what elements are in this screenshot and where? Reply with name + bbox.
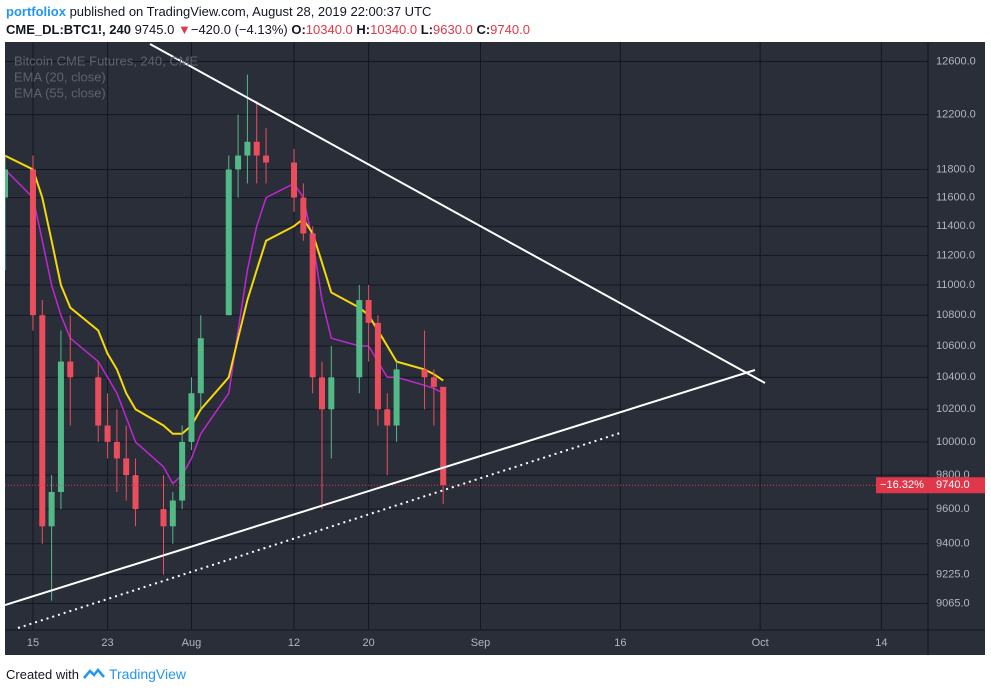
c: 9740.0 bbox=[490, 22, 530, 37]
candle-body bbox=[430, 377, 437, 387]
candle-body bbox=[393, 369, 400, 426]
candle-body bbox=[374, 322, 381, 410]
o: 10340.0 bbox=[305, 22, 353, 37]
legend-entry: EMA (55, close) bbox=[14, 85, 106, 100]
candle-body bbox=[318, 377, 325, 410]
l-label: L: bbox=[420, 22, 434, 37]
y-tick-label: 12200.0 bbox=[936, 108, 976, 120]
footer: Created with TradingView bbox=[6, 666, 186, 682]
candle-body bbox=[95, 377, 102, 426]
y-tick-label: 12600.0 bbox=[936, 55, 976, 67]
candle-body bbox=[160, 509, 167, 527]
x-tick-label: 15 bbox=[27, 637, 39, 649]
brand[interactable]: TradingView bbox=[108, 666, 187, 682]
symbol-line: CME_DL:BTC1!, 240 9745.0 ▼−420.0 (−4.13%… bbox=[6, 22, 530, 37]
candle-body bbox=[132, 475, 139, 510]
y-tick-label: 9400.0 bbox=[936, 538, 970, 550]
candle-body bbox=[225, 169, 232, 316]
y-tick-label: 11000.0 bbox=[936, 279, 975, 291]
candle-body bbox=[39, 315, 46, 527]
y-tick-label: 10800.0 bbox=[936, 309, 976, 321]
created-with: Created with bbox=[6, 666, 79, 682]
h-label: H: bbox=[356, 22, 371, 37]
candle-body bbox=[5, 169, 8, 198]
y-tick-label: 10000.0 bbox=[936, 436, 976, 448]
y-tick-label: 11200.0 bbox=[936, 249, 975, 261]
candle-body bbox=[421, 369, 428, 378]
x-tick-label: Sep bbox=[471, 637, 491, 649]
x-tick-label: 20 bbox=[362, 637, 374, 649]
candle-body bbox=[113, 441, 120, 459]
candle-body bbox=[188, 393, 195, 442]
x-tick-label: 14 bbox=[875, 637, 887, 649]
y-tick-label: 10400.0 bbox=[936, 371, 976, 383]
candle-body bbox=[179, 441, 186, 501]
change-box bbox=[876, 477, 928, 494]
x-tick-label: Oct bbox=[752, 637, 769, 649]
candle-body bbox=[309, 233, 316, 378]
trend-line bbox=[5, 369, 756, 606]
x-tick-label: Aug bbox=[182, 637, 202, 649]
candle-body bbox=[263, 155, 270, 163]
candle-body bbox=[300, 197, 307, 234]
h: 10340.0 bbox=[370, 22, 418, 37]
candle-body bbox=[169, 500, 176, 527]
candle-body bbox=[104, 425, 111, 442]
published: published on TradingView.com, August 28,… bbox=[69, 4, 432, 19]
candle-body bbox=[244, 141, 251, 156]
trend-lines bbox=[5, 43, 766, 629]
y-tick-label: 10600.0 bbox=[936, 340, 976, 352]
legend-entry: EMA (20, close) bbox=[14, 69, 106, 84]
arrow: ▼ bbox=[177, 22, 191, 37]
trend-line bbox=[149, 43, 766, 384]
logo bbox=[83, 668, 105, 679]
candle-body bbox=[253, 141, 260, 156]
price-box bbox=[928, 477, 985, 494]
candle-body bbox=[235, 155, 242, 170]
c-label: C: bbox=[476, 22, 491, 37]
y-tick-label: 11800.0 bbox=[936, 163, 975, 175]
candle-body bbox=[328, 377, 335, 410]
candle-body bbox=[365, 300, 372, 323]
y-tick-label: 9600.0 bbox=[936, 503, 970, 515]
o-label: O: bbox=[291, 22, 306, 37]
l: 9630.0 bbox=[433, 22, 473, 37]
x-tick-label: 12 bbox=[288, 637, 300, 649]
candle-body bbox=[197, 338, 204, 394]
candle-body bbox=[123, 458, 130, 476]
publish-line: portfoliox published on TradingView.com,… bbox=[6, 4, 431, 19]
y-tick-label: 9225.0 bbox=[936, 569, 970, 581]
author[interactable]: portfoliox bbox=[6, 4, 66, 19]
symbol: CME_DL:BTC1!, 240 bbox=[6, 22, 131, 37]
candle-body bbox=[29, 169, 36, 316]
chart-background bbox=[5, 42, 985, 655]
price-label: 9740.0 bbox=[936, 479, 970, 491]
x-tick-label: 16 bbox=[614, 637, 626, 649]
y-tick-label: 11400.0 bbox=[936, 220, 975, 232]
y-tick-label: 9065.0 bbox=[936, 597, 970, 609]
legend-title: Bitcoin CME Futures, 240, CME bbox=[14, 53, 199, 68]
change: −420.0 (−4.13%) bbox=[190, 22, 288, 37]
x-tick-label: 23 bbox=[101, 637, 113, 649]
change-label: −16.32% bbox=[880, 479, 924, 491]
candle-body bbox=[440, 386, 447, 486]
candle-body bbox=[291, 162, 298, 198]
y-tick-label: 11600.0 bbox=[936, 191, 975, 203]
price: 9745.0 bbox=[134, 22, 175, 37]
candle-body bbox=[356, 300, 363, 378]
ema-line bbox=[5, 154, 444, 435]
candle-body bbox=[67, 361, 74, 378]
candle-body bbox=[384, 409, 391, 426]
candle-body bbox=[48, 492, 55, 527]
y-tick-label: 10200.0 bbox=[936, 403, 976, 415]
candle-body bbox=[57, 361, 64, 493]
